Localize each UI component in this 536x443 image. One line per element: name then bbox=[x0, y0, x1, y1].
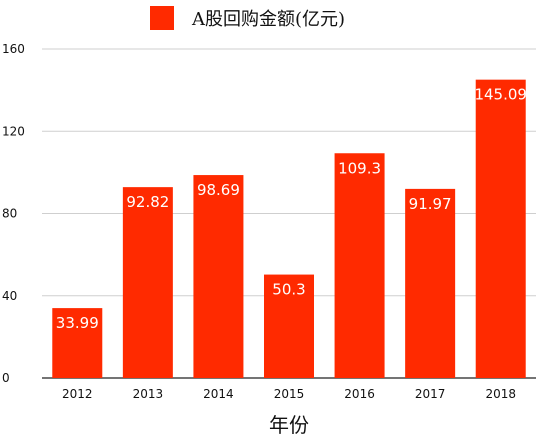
bar-value-labels: 33.99 92.82 98.69 50.3 109.3 91.97 145.09 bbox=[56, 86, 527, 332]
bar bbox=[264, 274, 314, 378]
x-tick-label: 2016 bbox=[344, 387, 375, 401]
y-tick-label: 80 bbox=[2, 207, 17, 221]
y-tick-label: 160 bbox=[2, 42, 25, 56]
bar-value-label: 98.69 bbox=[197, 181, 240, 199]
bar-value-label: 145.09 bbox=[474, 86, 527, 104]
bar bbox=[122, 187, 173, 378]
x-tick-label: 2015 bbox=[274, 387, 305, 401]
x-tick-label: 2012 bbox=[62, 387, 93, 401]
legend-label: A股回购金额(亿元) bbox=[191, 9, 345, 30]
legend-swatch bbox=[150, 6, 174, 30]
x-tick-label: 2014 bbox=[203, 387, 234, 401]
x-tick-label: 2013 bbox=[133, 387, 164, 401]
bar bbox=[334, 153, 385, 378]
bar-value-label: 33.99 bbox=[56, 314, 99, 332]
bar bbox=[405, 188, 456, 378]
bar-value-label: 92.82 bbox=[126, 193, 169, 211]
bar-value-label: 109.3 bbox=[338, 159, 381, 177]
x-tick-label: 2017 bbox=[415, 387, 446, 401]
y-axis-ticks: 0 40 80 120 160 bbox=[2, 42, 25, 385]
x-tick-label: 2018 bbox=[485, 387, 516, 401]
bar-value-label: 91.97 bbox=[409, 195, 452, 213]
legend: A股回购金额(亿元) bbox=[150, 6, 345, 30]
bars bbox=[52, 79, 526, 378]
bar bbox=[193, 175, 244, 378]
x-axis-title: 年份 bbox=[269, 413, 309, 437]
y-tick-label: 120 bbox=[2, 124, 25, 138]
y-tick-label: 40 bbox=[2, 289, 17, 303]
y-tick-label: 0 bbox=[2, 371, 10, 385]
x-axis-ticks: 2012 2013 2014 2015 2016 2017 2018 bbox=[62, 387, 516, 401]
bar-value-label: 50.3 bbox=[272, 281, 305, 299]
bar bbox=[475, 79, 526, 378]
bar bbox=[52, 308, 103, 378]
